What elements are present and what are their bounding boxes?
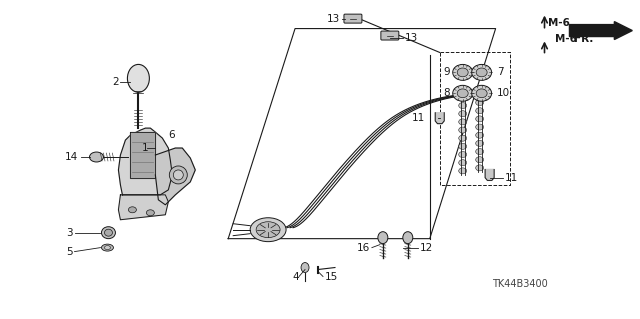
- Text: 13: 13: [326, 14, 340, 24]
- Text: 5: 5: [66, 247, 72, 256]
- Ellipse shape: [459, 143, 467, 149]
- Text: FR.: FR.: [575, 33, 594, 43]
- Ellipse shape: [147, 210, 154, 216]
- FancyBboxPatch shape: [381, 31, 399, 40]
- Ellipse shape: [301, 263, 309, 272]
- Text: 14: 14: [65, 152, 79, 162]
- Ellipse shape: [476, 68, 487, 77]
- Ellipse shape: [256, 222, 280, 238]
- Ellipse shape: [173, 170, 183, 180]
- Text: 15: 15: [325, 272, 338, 283]
- Text: 11: 11: [412, 113, 425, 123]
- Text: M-6: M-6: [547, 18, 570, 28]
- Ellipse shape: [459, 152, 467, 158]
- Ellipse shape: [170, 166, 188, 184]
- Ellipse shape: [459, 168, 467, 174]
- Polygon shape: [131, 132, 156, 178]
- Ellipse shape: [476, 165, 484, 171]
- Ellipse shape: [459, 119, 467, 125]
- FancyArrow shape: [570, 22, 632, 40]
- Polygon shape: [156, 148, 195, 205]
- Ellipse shape: [459, 102, 467, 108]
- Ellipse shape: [127, 64, 149, 92]
- Text: 7: 7: [497, 67, 503, 78]
- Text: 8: 8: [443, 88, 450, 98]
- Ellipse shape: [104, 246, 111, 249]
- Text: 10: 10: [497, 88, 509, 98]
- Ellipse shape: [476, 124, 484, 130]
- FancyBboxPatch shape: [344, 14, 362, 23]
- Ellipse shape: [459, 127, 467, 133]
- Ellipse shape: [476, 149, 484, 154]
- Ellipse shape: [459, 135, 467, 141]
- Ellipse shape: [476, 140, 484, 146]
- Text: 16: 16: [356, 243, 370, 253]
- Ellipse shape: [457, 89, 468, 98]
- Ellipse shape: [102, 227, 115, 239]
- Ellipse shape: [457, 68, 468, 77]
- Ellipse shape: [102, 244, 113, 251]
- Ellipse shape: [90, 152, 104, 162]
- Ellipse shape: [472, 64, 492, 80]
- Ellipse shape: [476, 92, 484, 97]
- Ellipse shape: [472, 85, 492, 101]
- Text: 4: 4: [292, 272, 300, 283]
- Ellipse shape: [403, 232, 413, 244]
- Ellipse shape: [459, 160, 467, 166]
- Text: 9: 9: [443, 67, 450, 78]
- Text: 12: 12: [420, 243, 433, 253]
- Ellipse shape: [476, 157, 484, 163]
- Ellipse shape: [476, 116, 484, 122]
- Text: 6: 6: [169, 130, 175, 140]
- Ellipse shape: [104, 229, 113, 236]
- Text: 3: 3: [66, 228, 72, 238]
- Ellipse shape: [452, 85, 473, 101]
- Ellipse shape: [250, 218, 286, 241]
- Ellipse shape: [476, 108, 484, 114]
- Ellipse shape: [476, 89, 487, 98]
- Polygon shape: [435, 113, 444, 124]
- Text: 13: 13: [405, 33, 418, 42]
- Ellipse shape: [129, 207, 136, 213]
- Polygon shape: [118, 128, 172, 195]
- Text: 11: 11: [504, 173, 518, 183]
- Polygon shape: [485, 169, 494, 181]
- Text: TK44B3400: TK44B3400: [492, 279, 547, 289]
- Ellipse shape: [476, 100, 484, 106]
- Polygon shape: [118, 195, 168, 220]
- Ellipse shape: [378, 232, 388, 244]
- Text: M-6: M-6: [556, 33, 577, 43]
- Ellipse shape: [476, 132, 484, 138]
- Text: 1: 1: [141, 143, 148, 153]
- Text: 2: 2: [112, 77, 118, 87]
- Ellipse shape: [452, 64, 473, 80]
- Ellipse shape: [459, 111, 467, 117]
- Ellipse shape: [459, 94, 467, 100]
